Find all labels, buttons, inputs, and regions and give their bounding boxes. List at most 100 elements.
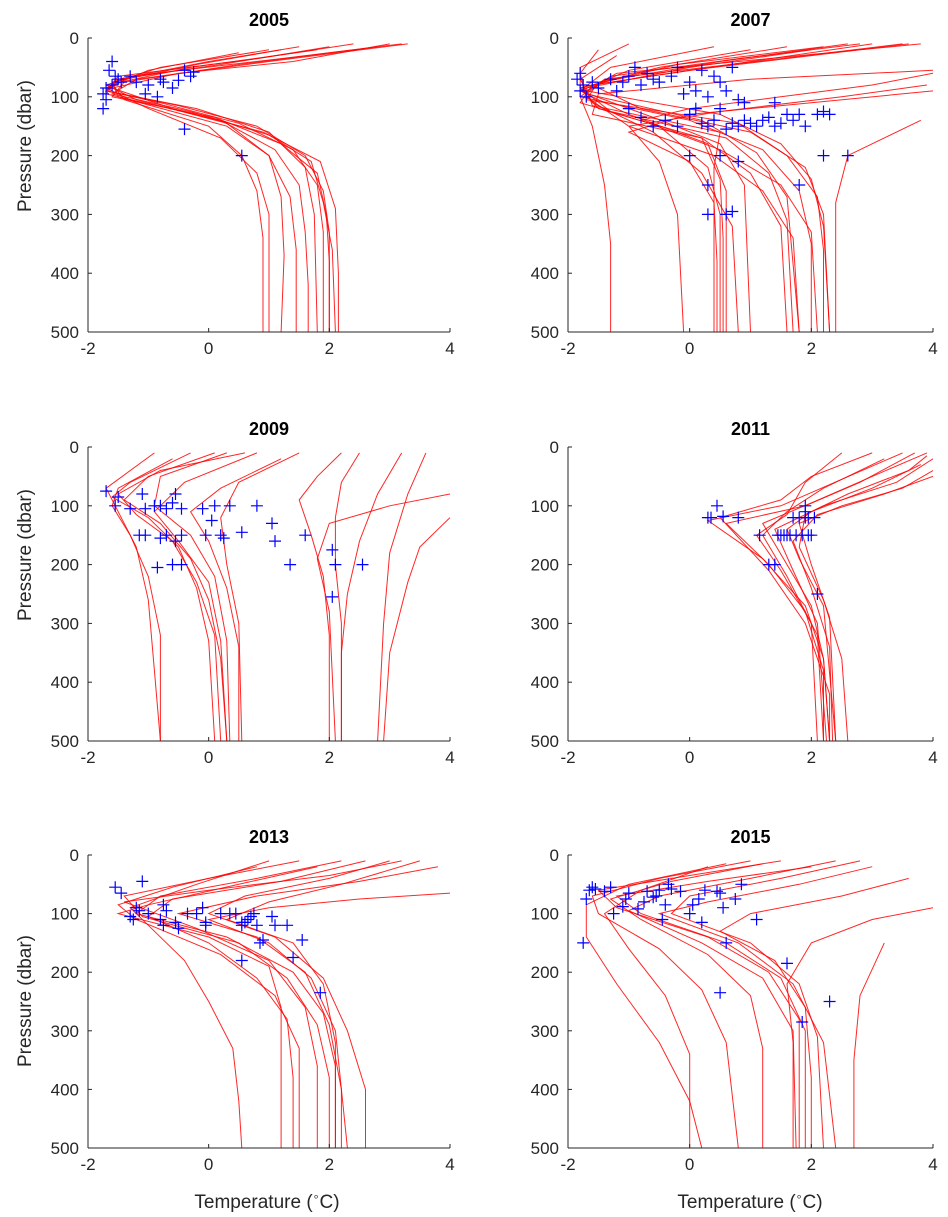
mixed-layer-marker-2007-63	[841, 149, 854, 162]
mixed-layer-marker-2013-22	[229, 907, 242, 920]
mixed-layer-marker-2007-30	[635, 111, 647, 124]
mixed-layer-marker-2007-3	[577, 79, 590, 91]
mixed-layer-marker-2013-14	[172, 922, 185, 935]
mixed-layer-marker-2009-37	[356, 558, 369, 571]
x-tick-label-2015-2: 2	[807, 1155, 816, 1174]
x-tick-label-2011-2: 2	[807, 748, 816, 767]
x-tick-label-2015-0: 0	[685, 1155, 694, 1174]
mixed-layer-marker-2005-8	[97, 87, 110, 100]
x-tick-label-2005--2: -2	[80, 339, 95, 358]
temperature-profile-2015-10	[853, 942, 885, 1148]
temperature-profile-2009-1	[111, 452, 216, 741]
mixed-layer-marker-2009-15	[154, 532, 167, 545]
x-tick-label-2015-4: 4	[928, 1155, 937, 1174]
mixed-layer-marker-2007-52	[793, 108, 806, 121]
mixed-layer-marker-2007-54	[811, 108, 824, 121]
temperature-profile-2005-2	[110, 43, 408, 332]
mixed-layer-marker-2005-18	[178, 64, 191, 77]
mixed-layer-marker-2015-33	[823, 995, 836, 1008]
profiles-2007	[578, 43, 933, 332]
temperature-profile-2015-12	[603, 866, 709, 1148]
temperature-profile-2005-5	[111, 49, 297, 332]
mixed-layer-marker-2015-23	[695, 916, 708, 929]
mixed-layer-marker-2009-26	[217, 532, 230, 545]
mixed-layer-marker-2007-9	[610, 84, 623, 97]
mixed-layer-marker-2015-27	[717, 901, 730, 914]
profiles-2005	[104, 43, 408, 332]
mixed-layer-marker-2007-37	[701, 120, 714, 133]
mixed-layer-marker-2009-23	[205, 514, 218, 527]
mixed-layer-marker-2007-12	[628, 61, 641, 74]
x-tick-label-2013-4: 4	[445, 1155, 454, 1174]
mixed-layer-marker-2007-2	[571, 73, 584, 86]
temperature-profile-2015-9	[609, 863, 764, 1148]
x-tick-label-2011-0: 0	[685, 748, 694, 767]
temperature-profile-2009-5	[153, 452, 258, 741]
panel-title-2007: 2007	[730, 10, 770, 30]
x-axis-label-left-unit: C)	[320, 1192, 340, 1213]
y-axis-label-row-2: Pressure (dbar)	[15, 489, 36, 621]
mixed-layer-marker-2011-22	[805, 529, 818, 542]
mixed-layer-marker-2007-27	[726, 61, 739, 74]
mixed-layer-marker-2005-20	[187, 66, 200, 79]
temperature-profile-2015-3	[591, 860, 751, 1148]
temperature-profile-2009-9	[334, 452, 360, 741]
mixed-layer-marker-2007-40	[720, 123, 733, 136]
y-tick-label-2015-500: 500	[531, 1139, 559, 1158]
y-tick-label-2009-100: 100	[51, 497, 79, 516]
mixed-layer-marker-2007-29	[622, 102, 635, 115]
temperature-profile-2015-4	[585, 863, 727, 1148]
mixed-layer-marker-2007-68	[726, 205, 739, 218]
temperature-profile-2005-10	[111, 49, 318, 332]
y-tick-label-2005-300: 300	[51, 205, 79, 224]
mixed-layer-marker-2005-15	[157, 76, 170, 89]
panel-title-2015: 2015	[730, 827, 770, 847]
y-tick-label-2007-400: 400	[531, 264, 559, 283]
y-tick-label-2013-200: 200	[51, 963, 79, 982]
mixed-layer-marker-2009-5	[136, 488, 149, 500]
mixed-layer-marker-2015-24	[698, 884, 711, 897]
mixed-layer-marker-2007-38	[708, 114, 720, 127]
temperature-profile-2013-6	[147, 860, 366, 1148]
mixed-layer-marker-2007-50	[781, 108, 793, 121]
temperature-profile-2007-7	[578, 49, 751, 332]
mixed-layer-marker-2015-11	[632, 902, 644, 915]
markers-2005	[97, 55, 248, 162]
mixed-layer-marker-2015-14	[650, 890, 663, 902]
mixed-layer-marker-2015-38	[647, 891, 660, 904]
mixed-layer-marker-2007-67	[720, 208, 733, 221]
panel-title-2011: 2011	[731, 419, 770, 439]
temperature-profile-2005-7	[110, 43, 390, 332]
temperature-profile-2013-4	[176, 866, 438, 1148]
mixed-layer-marker-2005-7	[100, 82, 113, 94]
mixed-layer-marker-2009-2	[112, 491, 125, 503]
mixed-layer-marker-2007-66	[701, 208, 714, 221]
mixed-layer-marker-2013-17	[196, 901, 209, 914]
mixed-layer-marker-2005-13	[142, 79, 155, 91]
mixed-layer-marker-2015-18	[665, 883, 678, 895]
mixed-layer-marker-2013-25	[238, 916, 251, 929]
mixed-layer-marker-2009-27	[223, 499, 236, 512]
y-tick-label-2005-500: 500	[51, 323, 79, 342]
y-tick-label-2007-500: 500	[531, 323, 559, 342]
temperature-profile-2007-16	[585, 43, 861, 332]
mixed-layer-marker-2009-11	[169, 488, 182, 500]
y-tick-label-2011-500: 500	[531, 732, 559, 751]
mixed-layer-marker-2011-5	[732, 511, 745, 524]
mixed-layer-marker-2007-26	[720, 84, 733, 97]
y-tick-label-2013-100: 100	[51, 905, 79, 924]
mixed-layer-marker-2015-15	[653, 884, 666, 897]
mixed-layer-marker-2007-14	[641, 67, 654, 80]
temperature-profile-2009-7	[220, 452, 300, 741]
mixed-layer-marker-2011-24	[811, 588, 824, 600]
mixed-layer-marker-2007-64	[701, 179, 714, 191]
y-tick-label-2013-300: 300	[51, 1022, 79, 1041]
mixed-layer-marker-2009-29	[250, 499, 263, 512]
mixed-layer-marker-2007-19	[677, 87, 690, 100]
x-tick-label-2007--2: -2	[560, 339, 575, 358]
mixed-layer-marker-2009-34	[326, 543, 339, 556]
mixed-layer-marker-2005-16	[166, 82, 179, 94]
temperature-profile-2005-4	[105, 46, 309, 332]
temperature-profile-2011-10	[719, 452, 873, 741]
